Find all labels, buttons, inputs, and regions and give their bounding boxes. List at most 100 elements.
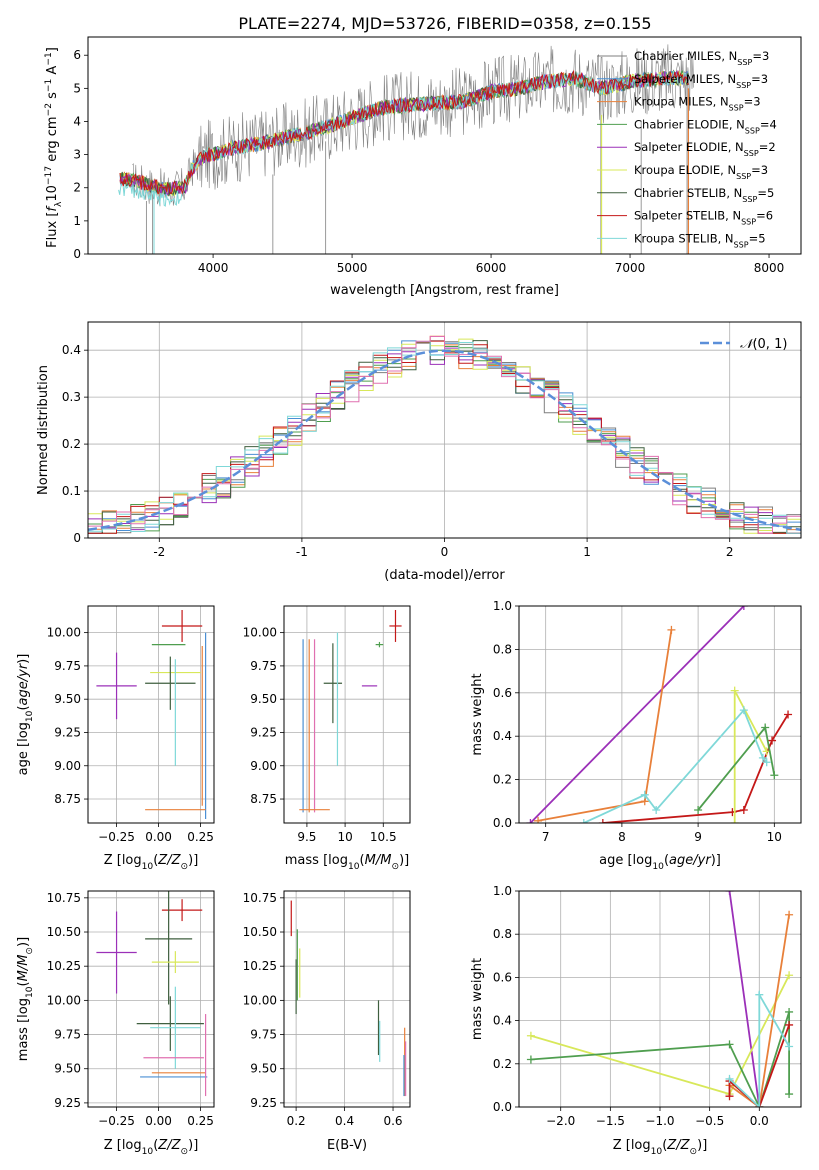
- y-tick-label: 0.3: [62, 390, 81, 404]
- legend-label: Chabrier ELODIE, NSSP=4: [634, 117, 777, 135]
- label-part: λ: [54, 201, 64, 207]
- label-part: =5: [757, 186, 774, 200]
- mass-weight-marker: [784, 710, 793, 719]
- label-part: M/M: [365, 853, 392, 868]
- mass-weight-marker: [526, 1055, 535, 1064]
- mass-weight-line: [537, 629, 673, 822]
- age-vs-mass-panel: 9.5 10 10.5 8.75 9.00 9.25 9.50 9.75 10.00 mass […: [243, 605, 411, 872]
- label-part: age [log: [599, 853, 652, 868]
- legend-label: Kroupa STELIB, NSSP=5: [634, 231, 766, 249]
- label-part: SSP: [736, 172, 751, 181]
- y-tick-label: 10.25: [47, 959, 81, 973]
- y-tick-label: 10.50: [47, 925, 81, 939]
- y-tick-label: 10.00: [243, 626, 277, 640]
- spectrum-plot-area: [118, 44, 694, 254]
- residuals-panel: -2 -1 0 1 2 0 0.1 0.2 0.3 0.4 (data-model)/error No…: [36, 321, 802, 583]
- legend-label: 𝒩(0, 1): [740, 337, 787, 352]
- y-tick-label: 9.25: [54, 1096, 81, 1110]
- y-tick-label: 9.75: [250, 1028, 277, 1042]
- label-part: −17: [44, 166, 54, 185]
- mass-weight-marker: [725, 1074, 734, 1083]
- y-tick-label: 9.00: [54, 759, 81, 773]
- mass-weight-line: [728, 991, 790, 1107]
- y-tick-label: 1: [73, 214, 81, 228]
- histogram-area: [88, 335, 801, 534]
- y-axis-label: age [log10(age/yr)]: [16, 654, 35, 776]
- x-tick-label: -2: [153, 545, 165, 559]
- y-tick-label: 0.0: [493, 816, 512, 830]
- observed-spectrum: [132, 44, 694, 207]
- y-tick-label: 0: [73, 247, 81, 261]
- y-tick-label: 0.8: [493, 642, 512, 656]
- label-part: Z [log: [104, 1138, 142, 1153]
- x-axis-label: Z [log10(Z/Z⊙)]: [613, 1138, 708, 1157]
- label-part: =2: [759, 140, 776, 154]
- y-tick-label: 9.50: [54, 692, 81, 706]
- label-part: Kroupa STELIB, N: [634, 231, 734, 245]
- x-tick-label: 8: [618, 830, 626, 844]
- legend-label: Chabrier MILES, NSSP=3: [634, 49, 769, 67]
- x-axis-label: E(B-V): [327, 1138, 367, 1153]
- mass-weight-marker: [725, 1040, 734, 1049]
- axes-frame: [87, 36, 802, 255]
- label-part: )]: [16, 654, 31, 664]
- legend-label: Salpeter STELIB, NSSP=6: [634, 209, 773, 227]
- x-tick-label: 4000: [198, 261, 229, 275]
- label-part: 10: [652, 862, 664, 872]
- mass-weight-marker: [579, 819, 588, 823]
- spectrum-panel: 4000 5000 6000 7000 8000 0 1 2 3 4 5 6 wavelength [A…: [44, 36, 802, 298]
- label-part: −2: [44, 103, 54, 116]
- mass-weight-marker: [730, 686, 739, 695]
- x-tick-label: 0.4: [335, 1114, 354, 1128]
- model-spectrum-line: [118, 70, 689, 207]
- x-tick-label: 9: [694, 830, 702, 844]
- label-part: age/yr: [669, 853, 712, 868]
- mass-weight-marker: [667, 625, 676, 634]
- x-tick-label: 10: [337, 830, 352, 844]
- y-tick-label: 0.6: [493, 686, 512, 700]
- x-tick-label: 0.00: [145, 830, 172, 844]
- label-part: Z/Z: [157, 1138, 181, 1153]
- label-part: )]: [711, 853, 721, 868]
- errorbar-area: [96, 609, 207, 820]
- mass-weight-marker: [758, 753, 767, 762]
- label-part: )]: [188, 853, 198, 868]
- y-tick-label: 9.75: [54, 659, 81, 673]
- label-part: )]: [188, 1138, 198, 1153]
- label-part: =3: [751, 72, 768, 86]
- mass-weight-marker: [739, 606, 748, 610]
- label-part: 10: [651, 1147, 663, 1157]
- label-part: Flux [: [45, 212, 60, 248]
- axes-frame: [518, 605, 802, 824]
- label-part: Chabrier ELODIE, N: [634, 117, 745, 131]
- mass-weight-marker: [652, 805, 661, 814]
- label-part: M/M: [16, 955, 31, 982]
- label-part: Z [log: [104, 853, 142, 868]
- mass-weight-marker: [785, 1090, 794, 1099]
- mass-weight-marker: [598, 819, 607, 823]
- mass-weight-marker: [770, 771, 779, 780]
- x-axis-label: wavelength [Angstrom, rest frame]: [330, 283, 559, 298]
- y-tick-label: 10.00: [243, 993, 277, 1007]
- line-area: [526, 891, 794, 1107]
- label-part: mass [log: [285, 853, 348, 868]
- errorbar-area: [299, 609, 402, 813]
- y-axis-label: Normed distribution: [36, 365, 51, 495]
- x-axis-label: (data-model)/error: [384, 568, 505, 583]
- histogram-steps: [88, 336, 801, 534]
- mass-weight-marker: [785, 1007, 794, 1016]
- mass-weight-marker: [739, 805, 748, 814]
- x-tick-label: 10.5: [370, 830, 397, 844]
- x-tick-label: 0.0: [750, 1114, 769, 1128]
- y-tick-label: 1.0: [493, 599, 512, 613]
- mass-weight-marker: [526, 1031, 535, 1040]
- label-part: (: [153, 1138, 158, 1153]
- mass-weight-marker: [755, 990, 764, 999]
- y-tick-label: 0.8: [493, 927, 512, 941]
- label-part: Salpeter MILES, N: [634, 72, 736, 86]
- label-part: Kroupa MILES, N: [634, 95, 729, 109]
- errorbar-area: [290, 900, 407, 1097]
- label-part: ⊙: [181, 862, 189, 872]
